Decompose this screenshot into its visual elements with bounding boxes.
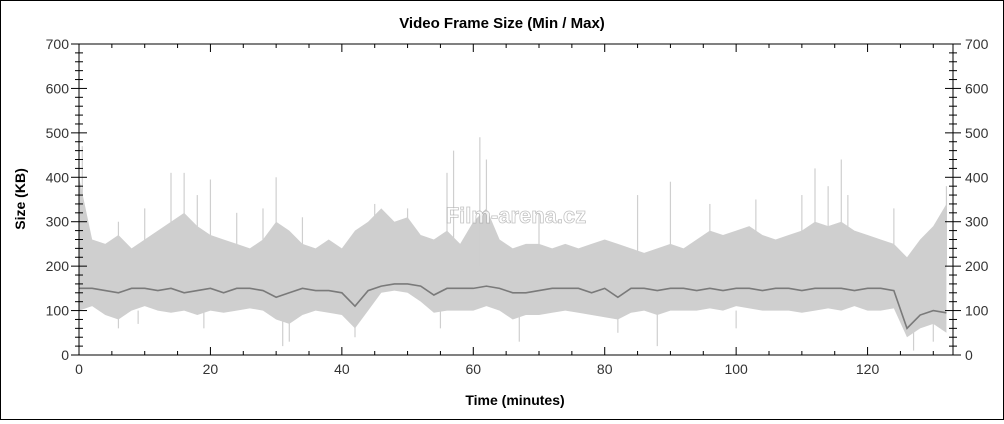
y-tick-label: 300 bbox=[46, 214, 70, 230]
x-tick-label: 20 bbox=[203, 361, 219, 377]
y-tick-label: 700 bbox=[46, 36, 70, 52]
x-tick-label: 80 bbox=[597, 361, 613, 377]
x-axis-label: Time (minutes) bbox=[465, 392, 564, 408]
y-tick-label-right: 0 bbox=[965, 347, 973, 363]
x-tick-label: 60 bbox=[465, 361, 481, 377]
y-tick-label: 400 bbox=[46, 169, 70, 185]
watermark-logo: Film-arena.cz bbox=[446, 203, 587, 228]
y-tick-label-right: 500 bbox=[965, 125, 989, 141]
y-tick-label-right: 300 bbox=[965, 214, 989, 230]
y-tick-label: 0 bbox=[61, 347, 69, 363]
x-tick-label: 100 bbox=[724, 361, 748, 377]
y-axis-label: Size (KB) bbox=[12, 168, 28, 229]
x-tick-label: 0 bbox=[75, 361, 83, 377]
chart-title: Video Frame Size (Min / Max) bbox=[399, 15, 605, 32]
y-tick-label: 500 bbox=[46, 125, 70, 141]
min-series-line bbox=[79, 283, 947, 330]
y-tick-label-right: 100 bbox=[965, 303, 989, 319]
y-tick-label-right: 600 bbox=[965, 80, 989, 96]
y-tick-label-right: 700 bbox=[965, 36, 989, 52]
y-tick-label: 100 bbox=[46, 303, 70, 319]
y-tick-label-right: 200 bbox=[965, 258, 989, 274]
y-tick-label: 200 bbox=[46, 258, 70, 274]
y-tick-label-right: 400 bbox=[965, 169, 989, 185]
x-tick-label: 120 bbox=[856, 361, 880, 377]
x-tick-label: 40 bbox=[334, 361, 350, 377]
plot-area bbox=[79, 137, 948, 351]
y-tick-label: 600 bbox=[46, 80, 70, 96]
max-band-area bbox=[79, 177, 947, 338]
